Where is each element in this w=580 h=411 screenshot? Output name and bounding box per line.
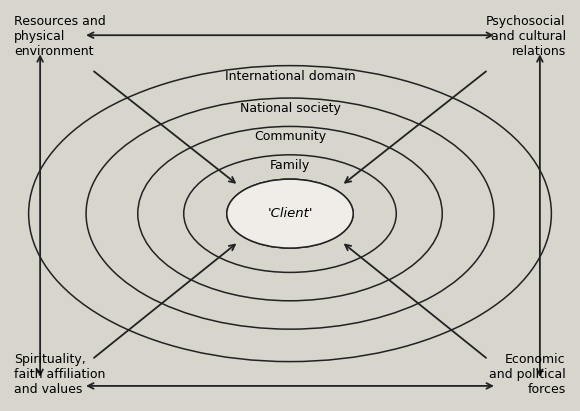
Text: Economic
and political
forces: Economic and political forces — [489, 353, 566, 396]
Text: Resources and
physical
environment: Resources and physical environment — [14, 15, 106, 58]
Text: Family: Family — [270, 159, 310, 172]
Text: International domain: International domain — [224, 70, 356, 83]
Text: Spirituality,
faith affiliation
and values: Spirituality, faith affiliation and valu… — [14, 353, 106, 396]
Text: Psychosocial
and cultural
relations: Psychosocial and cultural relations — [486, 15, 566, 58]
Text: Community: Community — [254, 131, 326, 143]
Text: National society: National society — [240, 102, 340, 115]
Text: 'Client': 'Client' — [267, 207, 313, 220]
Ellipse shape — [227, 179, 353, 248]
